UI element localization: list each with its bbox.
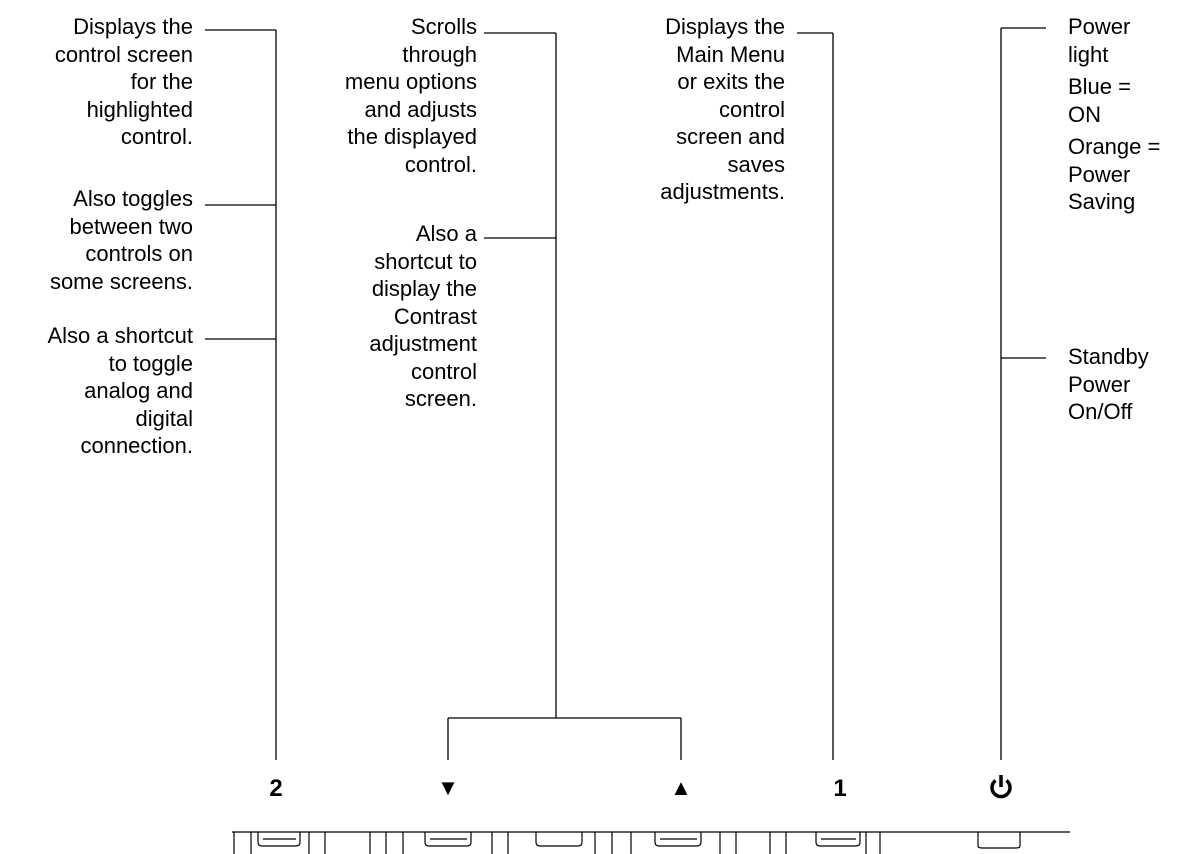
arrows-desc-primary: Scrolls through menu options and adjusts the… [344,14,477,177]
button-2-desc-shortcut: Also a shortcut to toggle analog and digita… [47,323,193,458]
button-2-label: 2 [269,775,283,802]
down-arrow-icon: ▼ [437,775,459,800]
power-symbol-icon [990,775,1012,799]
button-1-label: 1 [833,775,847,802]
power-icon [981,772,1021,809]
arrows-desc-shortcut: Also a shortcut to display the Contrast adju… [369,221,477,411]
button-2-desc-primary: Displays the control screen for the highlig… [54,14,193,149]
up-arrow-icon: ▲ [670,775,692,800]
button-strip [232,831,1070,854]
standby-power-desc: Standby Power On/Off [1068,344,1149,424]
button-2-desc-toggle: Also toggles between two controls on some s… [49,186,193,294]
power-light-desc: Power light Blue = ON Orange = Power Saving [1068,14,1161,214]
button-1-desc: Displays the Main Menu or exits the control… [660,14,785,204]
